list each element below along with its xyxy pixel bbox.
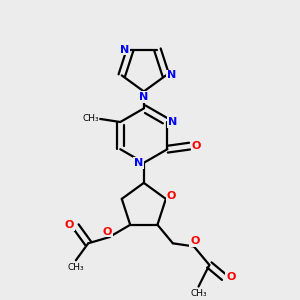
Text: O: O <box>167 191 176 201</box>
Text: N: N <box>167 70 176 80</box>
Text: O: O <box>64 220 74 230</box>
Text: O: O <box>192 141 201 151</box>
Text: O: O <box>190 236 200 246</box>
Text: CH₃: CH₃ <box>68 262 84 272</box>
Text: N: N <box>134 158 143 168</box>
Text: N: N <box>139 92 148 102</box>
Text: CH₃: CH₃ <box>190 289 207 298</box>
Text: O: O <box>226 272 236 282</box>
Text: N: N <box>168 117 178 127</box>
Text: O: O <box>103 226 112 237</box>
Text: CH₃: CH₃ <box>82 114 99 123</box>
Text: N: N <box>120 44 129 55</box>
